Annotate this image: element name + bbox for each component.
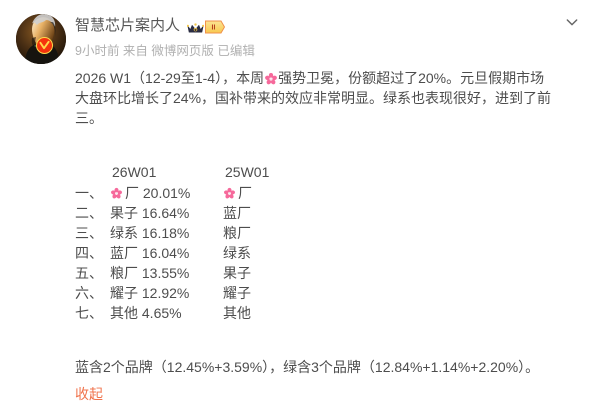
- svg-text:II: II: [212, 25, 216, 32]
